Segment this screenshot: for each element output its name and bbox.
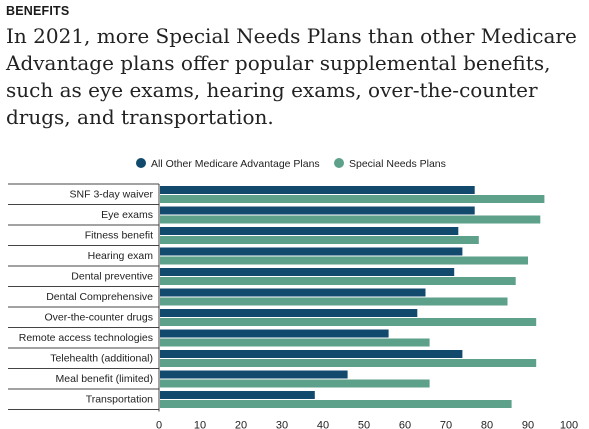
bar-other-ma-plans [160,329,389,338]
x-tick-label: 30 [276,420,288,429]
bar-special-needs-plans [160,256,528,265]
x-tick-label: 0 [156,420,162,429]
category-label: Remote access technologies [19,332,153,344]
x-axis: 0 10 20 30 40 50 60 70 80 90 100 [156,420,578,429]
bar-special-needs-plans [160,400,512,408]
category-label: Transportation [86,394,153,406]
bar-other-ma-plans [160,206,475,215]
headline: In 2021, more Special Needs Plans than o… [6,24,577,129]
bar-special-needs-plans [160,277,516,285]
bar-other-ma-plans [160,186,475,194]
legend-label-1: All Other Medicare Advantage Plans [151,158,320,170]
bar-other-ma-plans [160,350,463,358]
x-tick-label: 90 [522,420,534,429]
bar-other-ma-plans [160,288,426,297]
bar-special-needs-plans [160,318,537,326]
bar-special-needs-plans [160,379,430,388]
bar-chart: All Other Medicare Advantage Plans Specia… [8,158,578,429]
chart-bars [160,186,545,408]
x-tick-label: 60 [399,420,411,429]
chart-rows: SNF 3-day waiver Eye exams Fitness benefit… [8,183,160,412]
bar-special-needs-plans [160,297,508,306]
legend-label-2: Special Needs Plans [349,158,446,170]
bar-other-ma-plans [160,227,459,235]
category-label: Eye exams [101,209,153,221]
legend-swatch-2 [334,158,344,168]
bar-other-ma-plans [160,309,418,317]
bar-other-ma-plans [160,391,315,399]
x-tick-label: 50 [358,420,370,429]
x-tick-label: 80 [481,420,493,429]
bar-other-ma-plans [160,370,348,379]
x-tick-label: 70 [440,420,452,429]
category-label: Over-the-counter drugs [44,312,153,324]
category-label: Dental preventive [71,271,153,283]
kicker: BENEFITS [6,4,70,18]
category-label: Dental Comprehensive [46,291,153,303]
bar-special-needs-plans [160,338,430,347]
x-tick-label: 20 [235,420,247,429]
bar-other-ma-plans [160,268,455,276]
bar-special-needs-plans [160,195,545,203]
bar-special-needs-plans [160,359,537,367]
x-tick-label: 40 [317,420,329,429]
bar-other-ma-plans [160,247,463,256]
category-label: Hearing exam [88,250,154,262]
bar-special-needs-plans [160,236,479,244]
bar-special-needs-plans [160,215,541,224]
category-label: SNF 3-day waiver [70,189,154,201]
legend: All Other Medicare Advantage Plans Specia… [136,158,446,170]
x-tick-label: 100 [560,420,578,429]
legend-swatch-1 [136,158,146,168]
category-label: Fitness benefit [85,230,153,242]
category-label: Meal benefit (limited) [56,373,153,385]
category-label: Telehealth (additional) [50,353,153,365]
x-tick-label: 10 [194,420,206,429]
